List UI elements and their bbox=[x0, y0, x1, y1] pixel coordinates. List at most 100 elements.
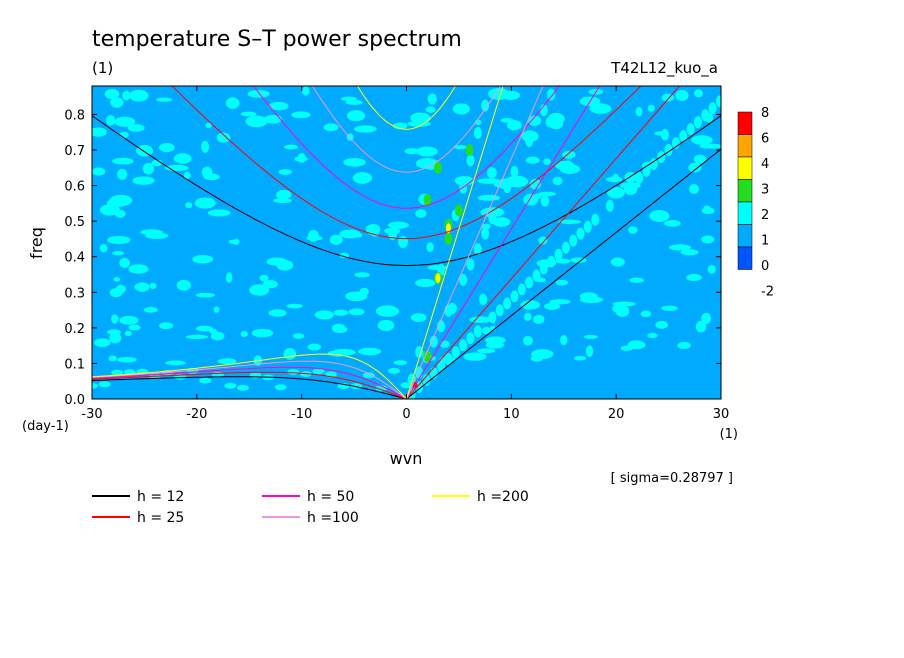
spectral-patch bbox=[691, 135, 713, 145]
spectral-patch bbox=[109, 332, 122, 344]
spectral-patch bbox=[605, 199, 614, 212]
spectral-patch bbox=[199, 377, 212, 384]
spectral-patch bbox=[195, 325, 214, 332]
spectral-patch bbox=[488, 212, 497, 225]
colorbar-label: 1 bbox=[761, 234, 769, 249]
spectral-patch bbox=[117, 168, 128, 180]
colorbar-swatch bbox=[737, 134, 753, 158]
spectral-patch bbox=[569, 234, 578, 247]
spectral-patch bbox=[183, 171, 191, 179]
spectral-patch bbox=[531, 349, 554, 360]
rossby-wave-line bbox=[92, 366, 407, 399]
colorbar-swatch bbox=[737, 111, 753, 135]
spectral-patch bbox=[554, 248, 563, 261]
spectral-patch bbox=[573, 356, 587, 361]
spectral-patch bbox=[693, 116, 702, 129]
spectral-patch bbox=[113, 277, 121, 282]
spectral-patch bbox=[465, 144, 474, 157]
spectral-patch bbox=[99, 204, 120, 216]
spectral-patch bbox=[236, 384, 249, 391]
spectral-patch bbox=[119, 257, 131, 268]
spectral-patch bbox=[119, 131, 129, 139]
spectral-patch bbox=[479, 293, 488, 306]
spectral-patch bbox=[505, 175, 529, 188]
spectral-patch bbox=[525, 156, 540, 164]
spectral-patch bbox=[485, 341, 505, 349]
spectral-patch bbox=[158, 322, 174, 330]
spectral-patch bbox=[354, 272, 370, 278]
spectral-patch bbox=[610, 257, 625, 267]
spectral-patch bbox=[552, 176, 563, 186]
spectral-patch bbox=[228, 239, 240, 245]
spectral-patch bbox=[488, 311, 497, 324]
colorbar-label: 2 bbox=[761, 208, 769, 223]
spectral-patch bbox=[533, 314, 545, 324]
spectral-patch bbox=[201, 140, 210, 153]
spectral-patch bbox=[561, 241, 570, 254]
spectral-patch bbox=[329, 234, 343, 245]
spectrum-field bbox=[92, 86, 721, 399]
spectral-patch bbox=[537, 191, 557, 197]
spectral-patch bbox=[149, 282, 157, 290]
spectral-patch bbox=[605, 176, 623, 183]
spectral-patch bbox=[362, 372, 375, 379]
x-tick-label: -10 bbox=[291, 407, 312, 422]
spectral-patch bbox=[194, 197, 216, 209]
spectral-patch bbox=[451, 346, 460, 359]
spectral-patch bbox=[612, 304, 626, 313]
spectral-patch bbox=[104, 88, 120, 100]
spectral-patch bbox=[523, 312, 532, 321]
y-tick-label: 0.3 bbox=[64, 286, 85, 301]
spectral-patch bbox=[155, 97, 173, 102]
kelvin-wave-line bbox=[406, 148, 721, 399]
run-label: T42L12_kuo_a bbox=[610, 59, 718, 78]
spectral-patch bbox=[314, 310, 334, 320]
spectral-patch bbox=[549, 299, 571, 305]
legend-label: h = 12 bbox=[137, 489, 184, 505]
spectral-patch bbox=[165, 360, 186, 366]
spectral-patch bbox=[108, 355, 117, 362]
y-axis-units: (day-1) bbox=[22, 419, 69, 434]
spectral-patch bbox=[707, 264, 716, 274]
spectral-patch bbox=[547, 88, 556, 101]
spectral-patch bbox=[663, 219, 681, 227]
spectral-patch bbox=[466, 154, 475, 167]
spectral-patch bbox=[268, 101, 289, 111]
spectral-patch bbox=[688, 183, 699, 195]
spectral-patch bbox=[627, 340, 646, 350]
spectral-patch bbox=[538, 236, 548, 245]
spectral-patch bbox=[583, 334, 598, 339]
spectral-patch bbox=[510, 165, 519, 178]
spectral-patch bbox=[286, 303, 303, 309]
spectral-patch bbox=[523, 193, 539, 206]
spectral-patch bbox=[240, 331, 248, 338]
spectral-patch bbox=[117, 356, 137, 363]
y-axis-label: freq bbox=[27, 227, 46, 259]
spectral-patch bbox=[106, 198, 127, 208]
spectral-patch bbox=[503, 181, 512, 194]
spectral-patch bbox=[414, 278, 436, 288]
rossby-wave-line bbox=[92, 376, 407, 399]
spectral-patch bbox=[440, 340, 450, 348]
spectral-patch bbox=[686, 273, 702, 282]
spectral-patch bbox=[307, 343, 322, 351]
spectral-patch bbox=[435, 273, 441, 284]
spectral-patch bbox=[416, 146, 438, 157]
spectral-patch bbox=[112, 251, 125, 256]
spectral-patch bbox=[679, 130, 688, 143]
spectral-patch bbox=[136, 144, 154, 157]
spectral-patch bbox=[629, 277, 644, 283]
spectral-patch bbox=[404, 148, 420, 155]
spectral-patch bbox=[539, 104, 548, 117]
spectral-patch bbox=[522, 335, 533, 346]
spectral-patch bbox=[105, 114, 116, 126]
spectral-patch bbox=[124, 330, 132, 337]
spectral-patch bbox=[654, 131, 668, 136]
spectral-patch bbox=[647, 332, 658, 339]
spectral-patch bbox=[543, 302, 561, 310]
spectral-patch bbox=[563, 160, 573, 169]
spectral-patch bbox=[620, 182, 641, 190]
spectral-patch bbox=[708, 102, 717, 115]
spectral-patch bbox=[340, 96, 358, 102]
